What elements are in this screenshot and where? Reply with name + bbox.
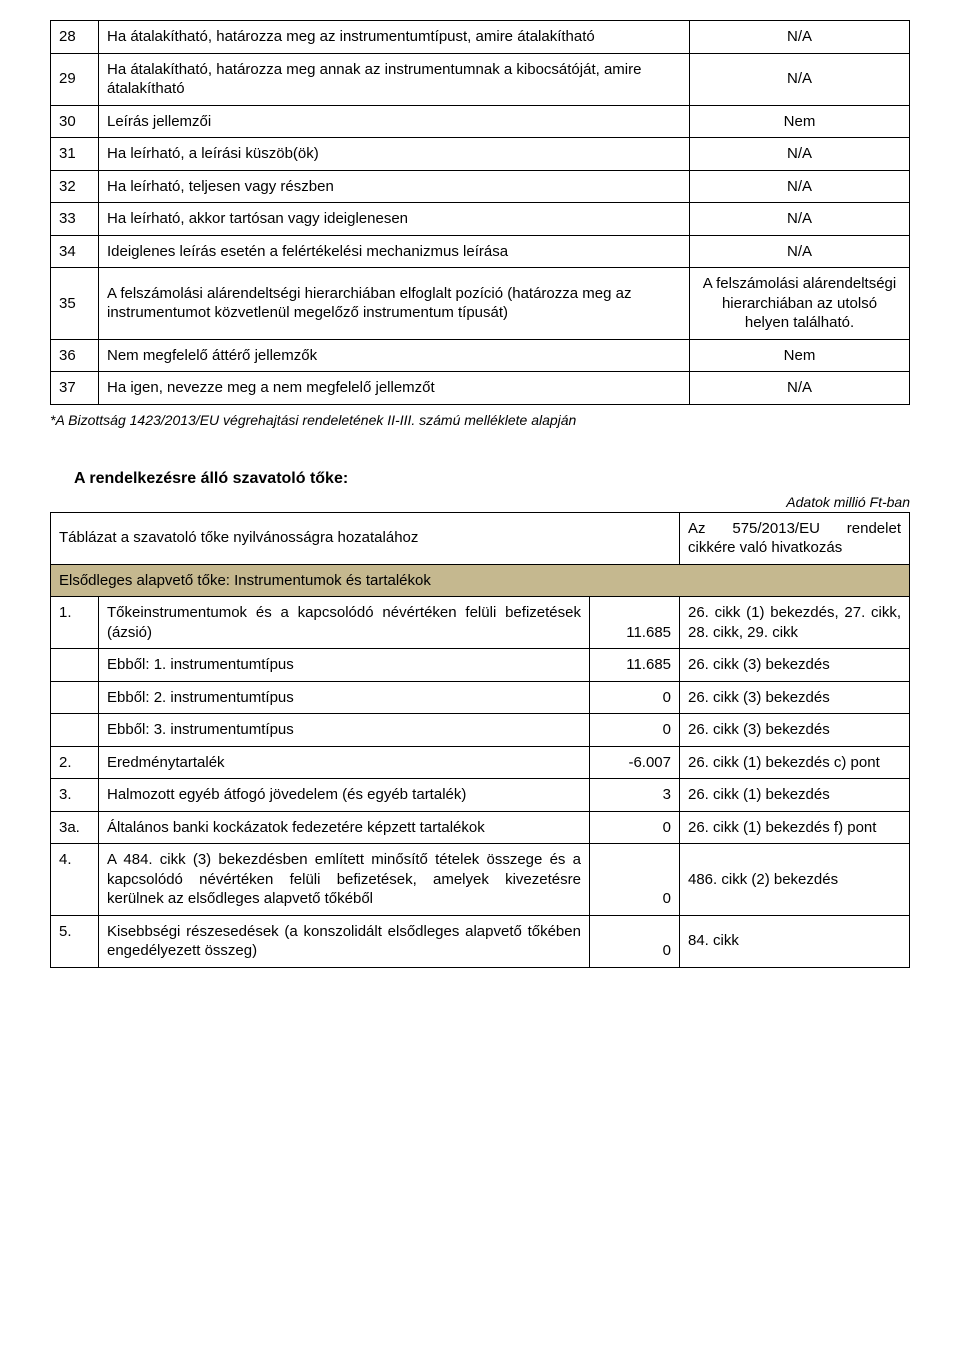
row-number: 35 [51, 268, 99, 340]
row-description: Ebből: 3. instrumentumtípus [99, 714, 590, 747]
row-description: Ebből: 2. instrumentumtípus [99, 681, 590, 714]
row-number: 3. [51, 779, 99, 812]
row-value: 11.685 [589, 649, 679, 682]
row-description: Általános banki kockázatok fedezetére ké… [99, 811, 590, 844]
row-reference: 486. cikk (2) bekezdés [680, 844, 910, 916]
row-description: Ebből: 1. instrumentumtípus [99, 649, 590, 682]
table1-footnote: *A Bizottság 1423/2013/EU végrehajtási r… [50, 411, 910, 429]
row-number: 31 [51, 138, 99, 171]
row-number: 4. [51, 844, 99, 916]
row-number [51, 649, 99, 682]
instrument-table: 28Ha átalakítható, határozza meg az inst… [50, 20, 910, 405]
capital-table: Táblázat a szavatoló tőke nyilvánosságra… [50, 512, 910, 968]
row-description: Ha átalakítható, határozza meg annak az … [99, 53, 690, 105]
row-number [51, 681, 99, 714]
row-value: N/A [690, 53, 910, 105]
table2-header-left: Táblázat a szavatoló tőke nyilvánosságra… [51, 512, 680, 564]
row-reference: 26. cikk (3) bekezdés [680, 649, 910, 682]
row-number: 30 [51, 105, 99, 138]
row-number: 33 [51, 203, 99, 236]
data-note: Adatok millió Ft-ban [50, 493, 910, 511]
row-reference: 26. cikk (1) bekezdés, 27. cikk, 28. cik… [680, 597, 910, 649]
row-value: 0 [589, 915, 679, 967]
row-description: Ha leírható, a leírási küszöb(ök) [99, 138, 690, 171]
row-description: A felszámolási alárendeltségi hierarchiá… [99, 268, 690, 340]
row-description: Kisebbségi részesedések (a konszolidált … [99, 915, 590, 967]
row-value: 0 [589, 681, 679, 714]
row-reference: 26. cikk (3) bekezdés [680, 714, 910, 747]
row-value: N/A [690, 170, 910, 203]
row-description: Halmozott egyéb átfogó jövedelem (és egy… [99, 779, 590, 812]
section2-title: A rendelkezésre álló szavatoló tőke: [74, 469, 910, 490]
row-reference: 26. cikk (1) bekezdés c) pont [680, 746, 910, 779]
row-value: N/A [690, 21, 910, 54]
row-value: A felszámolási alárendeltségi hierarchiá… [690, 268, 910, 340]
row-number: 5. [51, 915, 99, 967]
row-description: Tőkeinstrumentumok és a kapcsolódó névér… [99, 597, 590, 649]
row-value: 0 [589, 844, 679, 916]
row-number: 34 [51, 235, 99, 268]
row-reference: 26. cikk (1) bekezdés f) pont [680, 811, 910, 844]
row-value: N/A [690, 235, 910, 268]
row-value: Nem [690, 105, 910, 138]
table2-header-right: Az 575/2013/EU rendelet cikkére való hiv… [680, 512, 910, 564]
row-description: Ha leírható, teljesen vagy részben [99, 170, 690, 203]
row-reference: 26. cikk (3) bekezdés [680, 681, 910, 714]
row-number: 32 [51, 170, 99, 203]
row-value: N/A [690, 372, 910, 405]
table2-subheader: Elsődleges alapvető tőke: Instrumentumok… [51, 564, 910, 597]
row-number: 3a. [51, 811, 99, 844]
row-description: A 484. cikk (3) bekezdésben említett min… [99, 844, 590, 916]
row-value: 0 [589, 714, 679, 747]
row-number: 1. [51, 597, 99, 649]
row-number: 36 [51, 339, 99, 372]
row-value: 0 [589, 811, 679, 844]
row-value: N/A [690, 138, 910, 171]
row-value: Nem [690, 339, 910, 372]
row-value: 3 [589, 779, 679, 812]
row-description: Nem megfelelő áttérő jellemzők [99, 339, 690, 372]
row-description: Ha átalakítható, határozza meg az instru… [99, 21, 690, 54]
row-number: 37 [51, 372, 99, 405]
row-description: Eredménytartalék [99, 746, 590, 779]
row-reference: 26. cikk (1) bekezdés [680, 779, 910, 812]
row-number: 29 [51, 53, 99, 105]
row-number [51, 714, 99, 747]
row-description: Ha igen, nevezze meg a nem megfelelő jel… [99, 372, 690, 405]
row-reference: 84. cikk [680, 915, 910, 967]
row-description: Ha leírható, akkor tartósan vagy ideigle… [99, 203, 690, 236]
row-description: Ideiglenes leírás esetén a felértékelési… [99, 235, 690, 268]
row-number: 28 [51, 21, 99, 54]
row-value: -6.007 [589, 746, 679, 779]
row-value: 11.685 [589, 597, 679, 649]
row-description: Leírás jellemzői [99, 105, 690, 138]
row-value: N/A [690, 203, 910, 236]
row-number: 2. [51, 746, 99, 779]
